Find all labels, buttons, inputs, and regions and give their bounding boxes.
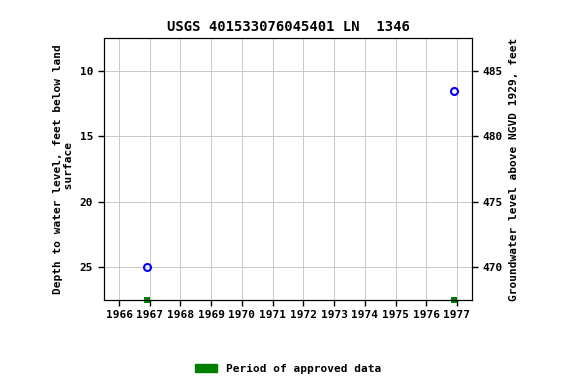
Legend: Period of approved data: Period of approved data — [191, 359, 385, 379]
Title: USGS 401533076045401 LN  1346: USGS 401533076045401 LN 1346 — [166, 20, 410, 35]
Y-axis label: Groundwater level above NGVD 1929, feet: Groundwater level above NGVD 1929, feet — [509, 37, 518, 301]
Y-axis label: Depth to water level, feet below land
 surface: Depth to water level, feet below land su… — [52, 44, 74, 294]
